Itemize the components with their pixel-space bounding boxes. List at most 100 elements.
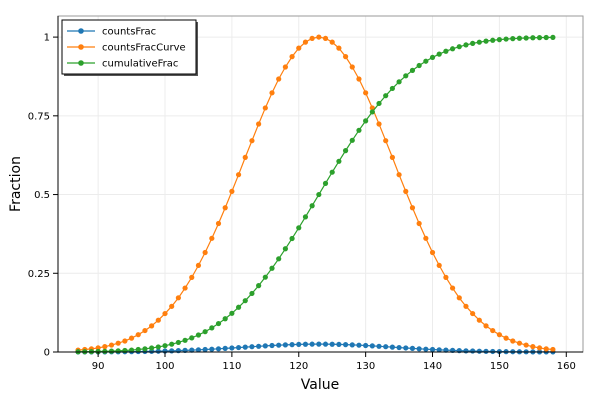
data-point: [175, 295, 181, 301]
data-point: [516, 35, 523, 41]
data-point: [536, 35, 543, 41]
data-point: [336, 341, 342, 348]
data-point: [470, 310, 476, 317]
data-point: [296, 225, 302, 231]
data-point: [490, 37, 496, 43]
data-point: [175, 339, 181, 346]
data-point: [376, 343, 382, 349]
data-point: [242, 298, 248, 304]
data-point: [135, 332, 141, 338]
data-point: [229, 188, 235, 195]
data-point: [182, 285, 188, 291]
data-point: [490, 327, 496, 334]
plot-series: [75, 34, 556, 355]
y-tick-label: 0: [44, 348, 50, 359]
data-point: [262, 105, 268, 111]
x-tick-label: 90: [92, 361, 105, 372]
legend-label: countsFrac: [102, 27, 156, 38]
data-point: [463, 303, 469, 309]
data-point: [429, 54, 436, 61]
data-point: [376, 100, 382, 107]
x-tick-label: 160: [557, 361, 576, 372]
data-point: [523, 35, 529, 41]
data-point: [202, 249, 208, 256]
data-point: [342, 341, 349, 348]
y-tick-label: 0.75: [28, 111, 50, 122]
data-point: [115, 340, 121, 346]
data-point: [369, 343, 375, 349]
x-tick-label: 120: [289, 361, 308, 372]
data-point: [256, 343, 262, 349]
y-tick-label: 1: [44, 33, 50, 44]
data-point: [510, 36, 516, 42]
data-point: [149, 345, 155, 351]
data-point: [423, 235, 429, 241]
data-point: [309, 203, 315, 209]
data-point: [155, 317, 161, 323]
data-point: [322, 341, 329, 347]
x-tick-label: 150: [490, 361, 509, 372]
data-point: [443, 347, 449, 353]
data-point: [363, 90, 369, 96]
legend-marker: [78, 44, 84, 50]
data-point: [155, 344, 161, 350]
data-point: [249, 138, 255, 144]
x-tick-label: 100: [155, 361, 174, 372]
x-axis-title: Value: [301, 377, 339, 393]
data-point: [349, 137, 355, 143]
data-point: [349, 342, 355, 348]
data-point: [383, 93, 389, 99]
data-point: [162, 310, 168, 317]
data-point: [296, 341, 302, 348]
data-point: [329, 39, 335, 45]
data-point: [296, 45, 302, 51]
data-point: [269, 90, 275, 96]
data-point: [169, 303, 175, 309]
data-point: [449, 46, 456, 52]
data-point: [396, 172, 402, 178]
data-point: [169, 348, 175, 354]
data-point: [463, 348, 469, 354]
data-point: [235, 344, 242, 351]
data-point: [363, 118, 369, 124]
data-point: [276, 342, 282, 348]
data-point: [302, 214, 309, 220]
data-point: [536, 345, 543, 351]
data-point: [403, 188, 409, 195]
data-point: [269, 265, 275, 271]
data-point: [342, 148, 349, 154]
data-point: [316, 34, 322, 40]
data-point: [215, 320, 222, 327]
data-point: [530, 35, 536, 41]
legend-label: cumulativeFrac: [102, 59, 178, 70]
data-point: [476, 317, 482, 323]
data-point: [149, 323, 155, 329]
data-point: [162, 343, 168, 349]
data-point: [396, 344, 402, 351]
data-point: [189, 274, 195, 280]
data-point: [242, 344, 248, 350]
data-point: [142, 327, 148, 334]
data-point: [202, 346, 208, 353]
data-point: [202, 329, 208, 335]
data-point: [215, 220, 222, 227]
data-point: [282, 64, 288, 70]
data-point: [369, 109, 375, 115]
data-point: [490, 348, 496, 355]
data-point: [389, 344, 395, 350]
data-point: [262, 274, 268, 280]
data-point: [209, 325, 215, 331]
y-tick-label: 0.5: [34, 190, 50, 201]
data-point: [463, 42, 469, 48]
data-point: [369, 105, 375, 111]
data-point: [235, 304, 242, 310]
data-point: [108, 342, 115, 348]
data-point: [182, 337, 188, 343]
data-point: [269, 342, 275, 349]
data-point: [235, 172, 242, 178]
data-point: [142, 346, 148, 352]
data-point: [349, 64, 355, 70]
data-point: [115, 348, 121, 354]
data-point: [376, 121, 382, 127]
data-point: [429, 249, 436, 256]
